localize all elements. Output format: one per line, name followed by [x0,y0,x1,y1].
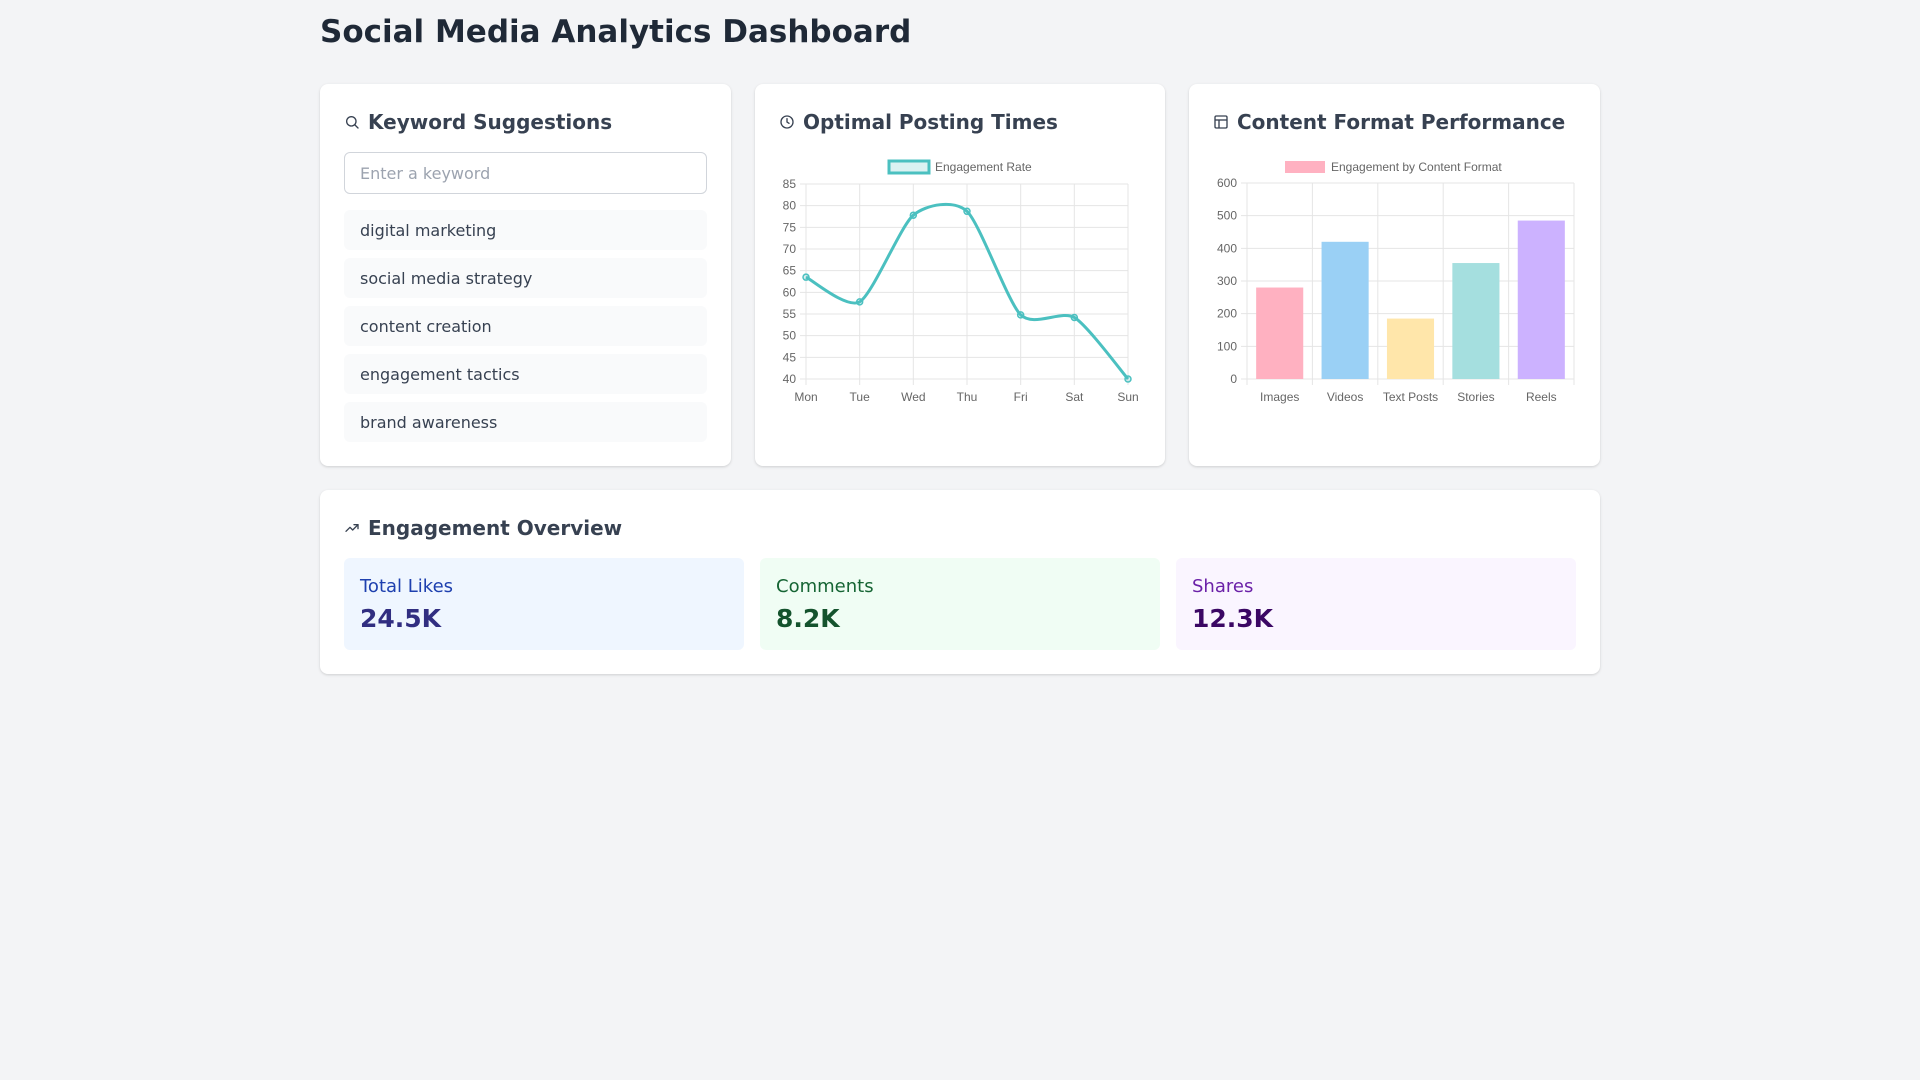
data-point [802,273,810,281]
series-line-engagement-rate [805,202,1130,380]
x-tick-label: Thu [957,390,978,404]
y-tick-label: 300 [1217,274,1237,288]
stat-total-likes: Total Likes 24.5K [344,558,744,650]
posting-times-line-chart: Engagement Rate 40 45 50 55 60 65 70 75 80 85 Mon Tu… [783,159,1139,404]
data-point [909,211,918,219]
keyword-item[interactable]: digital marketing [344,210,707,250]
stat-shares: Shares 12.3K [1176,558,1576,650]
y-tick-label: 400 [1217,241,1237,255]
data-point [1070,313,1079,322]
y-tick-label: 70 [783,242,797,256]
trending-up-icon [345,524,359,532]
layout-icon [1214,115,1228,129]
stat-value: 8.2K [776,604,840,633]
keyword-item[interactable]: social media strategy [344,258,707,298]
engagement-overview-header: Engagement Overview [344,514,622,542]
engagement-overview-title: Engagement Overview [368,516,623,540]
bar-reels [1517,220,1565,379]
keyword-input[interactable] [344,152,707,194]
x-tick-label: Fri [1014,390,1028,404]
clock-icon [780,115,794,129]
bar-text-posts [1386,318,1435,379]
stat-value: 24.5K [360,604,442,633]
y-tick-label: 50 [783,329,797,343]
x-tick-label: Sat [1065,390,1084,404]
page-title: Social Media Analytics Dashboard [320,14,912,50]
y-tick-label: 80 [783,199,797,213]
y-tick-label: 40 [783,372,797,386]
content-format-card: Content Format Performance Engagement by… [1189,84,1600,466]
x-tick-label: Reels [1526,390,1557,404]
y-tick-label: 200 [1217,307,1237,321]
keyword-list: digital marketing social media strategy … [344,210,707,450]
data-point [855,298,864,306]
x-tick-label: Text Posts [1383,390,1438,404]
data-point [1124,375,1132,383]
engagement-overview-card: Engagement Overview Total Likes 24.5K Co… [320,490,1600,674]
x-tick-label: Wed [901,390,925,404]
search-icon [346,116,359,129]
stat-label: Total Likes [360,576,454,597]
posting-times-card: Optimal Posting Times Engagement Rate 40 4… [755,84,1165,466]
content-format-header: Content Format Performance [1213,108,1565,136]
y-tick-label: 85 [783,177,797,191]
x-tick-label: Mon [794,390,817,404]
legend-label: Engagement Rate [935,160,1032,174]
keyword-suggestions-title: Keyword Suggestions [368,110,613,134]
posting-times-header: Optimal Posting Times [779,108,1058,136]
x-tick-label: Tue [850,390,871,404]
stat-label: Comments [776,576,874,597]
y-tick-label: 500 [1217,209,1237,223]
keyword-suggestions-header: Keyword Suggestions [344,108,612,136]
legend-label: Engagement by Content Format [1331,160,1502,174]
y-tick-label: 0 [1230,372,1237,386]
y-tick-label: 600 [1217,176,1237,190]
content-format-title: Content Format Performance [1237,110,1566,134]
bar-images [1256,287,1304,379]
posting-times-title: Optimal Posting Times [803,110,1058,134]
keyword-item[interactable]: engagement tactics [344,354,707,394]
bar-videos [1321,241,1369,379]
legend-swatch [887,159,931,175]
data-point [1016,311,1025,319]
y-tick-label: 55 [783,307,797,321]
y-tick-label: 100 [1217,339,1237,353]
y-tick-label: 60 [783,285,797,299]
keyword-suggestions-card: Keyword Suggestions digital marketing so… [320,84,731,466]
legend-swatch [1285,161,1325,173]
y-tick-label: 65 [783,264,797,278]
keyword-item[interactable]: brand awareness [344,402,707,442]
keyword-item[interactable]: content creation [344,306,707,346]
stat-label: Shares [1192,576,1254,597]
x-tick-label: Videos [1327,390,1363,404]
stat-value: 12.3K [1192,604,1274,633]
y-tick-label: 75 [783,220,797,234]
x-tick-label: Stories [1457,390,1494,404]
data-point [963,207,971,216]
y-tick-label: 45 [783,350,797,364]
content-format-bar-chart: Engagement by Content Format 0 100 200 300 40… [1217,160,1575,404]
x-tick-label: Images [1260,390,1299,404]
bar-stories [1452,263,1500,379]
x-tick-label: Sun [1117,390,1138,404]
stat-comments: Comments 8.2K [760,558,1160,650]
